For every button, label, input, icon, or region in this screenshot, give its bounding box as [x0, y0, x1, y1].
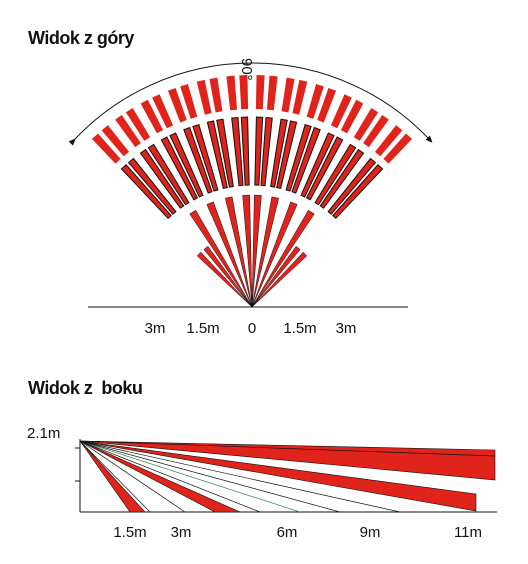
ray — [79, 440, 401, 513]
zone — [152, 94, 174, 129]
ray — [79, 440, 151, 513]
distance-label: 9m — [360, 524, 381, 541]
wedge — [224, 196, 253, 308]
wedge — [196, 251, 253, 308]
wedge — [251, 245, 301, 308]
side-view: 1.5m 3m 6m 9m 11m — [75, 439, 497, 541]
ray — [79, 440, 496, 457]
wedge — [251, 194, 262, 308]
wedge — [251, 196, 280, 308]
distance-label: 11m — [454, 524, 482, 541]
wedge — [251, 251, 308, 308]
zone — [239, 75, 249, 110]
beam — [79, 440, 146, 513]
distance-label: 6m — [277, 524, 298, 541]
ray — [79, 440, 301, 513]
distance-label: 3m — [145, 320, 166, 337]
distance-label: 0 — [248, 320, 256, 337]
height-label: 2.1m — [27, 425, 60, 442]
zone — [125, 108, 151, 141]
zone — [266, 75, 278, 111]
beam — [79, 440, 241, 513]
zone — [209, 77, 223, 113]
distance-label: 3m — [336, 320, 357, 337]
zone — [332, 163, 384, 220]
zone — [120, 163, 172, 220]
wedge — [251, 201, 298, 308]
distance-label: 1.5m — [283, 320, 316, 337]
ray — [79, 440, 186, 513]
zone — [260, 116, 273, 187]
angle-label: 90° — [238, 58, 255, 81]
wedge — [251, 209, 315, 308]
ray — [79, 440, 341, 513]
zone — [314, 143, 357, 206]
top-title: Widok z góry — [28, 28, 134, 48]
distance-label: 1.5m — [113, 524, 146, 541]
zone — [255, 75, 265, 110]
zone — [292, 79, 308, 115]
zone — [353, 108, 379, 141]
wedge — [189, 209, 253, 308]
top-view: 3m 1.5m 0 1.5m 3m — [68, 62, 433, 337]
zone — [231, 116, 244, 187]
distance-label: 3m — [171, 524, 192, 541]
zone — [319, 148, 365, 209]
zone — [281, 77, 295, 113]
wedge — [203, 245, 253, 308]
zone — [139, 148, 185, 209]
zone — [330, 94, 352, 129]
side-title: Widok z boku — [28, 378, 142, 398]
beam — [79, 440, 477, 512]
beam — [79, 440, 496, 481]
ray — [79, 440, 261, 513]
zone — [327, 157, 377, 215]
wedge — [206, 201, 253, 308]
zone — [140, 99, 164, 134]
zone — [340, 99, 364, 134]
zone — [167, 87, 187, 123]
zone — [127, 157, 177, 215]
zone — [226, 75, 238, 111]
zone — [169, 132, 204, 198]
distance-label: 1.5m — [186, 320, 219, 337]
zone — [306, 84, 324, 119]
wedge — [242, 194, 253, 308]
zone — [196, 79, 212, 115]
zone — [180, 84, 198, 119]
angle-arc — [68, 62, 433, 146]
zone — [317, 87, 337, 123]
